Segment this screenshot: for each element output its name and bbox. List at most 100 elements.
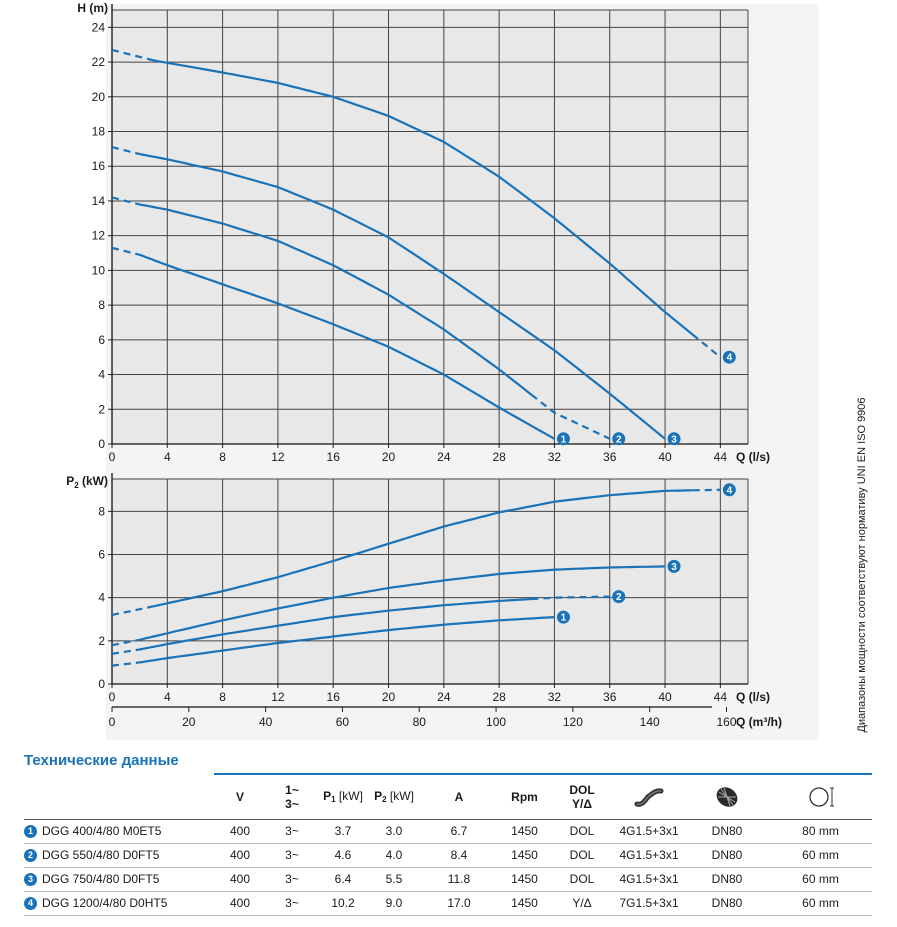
- x-tick-label: 0: [109, 450, 116, 464]
- header-cable: [613, 773, 685, 820]
- passage-cell: 60 mm: [769, 867, 872, 892]
- y-tick-label: 2: [98, 402, 105, 416]
- x-tick-label: 8: [219, 450, 226, 464]
- x-axis-title: Q (l/s): [736, 690, 770, 704]
- y-tick-label: 4: [98, 591, 105, 605]
- x-tick-label: 44: [714, 450, 728, 464]
- phase-cell: 3~: [266, 843, 318, 868]
- x-tick-label: 36: [603, 450, 617, 464]
- curve-2-solid: [139, 203, 533, 396]
- x-tick-label: 44: [714, 690, 728, 704]
- model-name: DGG 550/4/80 D0FT5: [42, 847, 160, 862]
- curve-3-dashed: [111, 638, 140, 647]
- x-tick-label: 24: [437, 450, 451, 464]
- x2-tick-label: 40: [259, 715, 273, 729]
- header-model: [24, 774, 214, 820]
- charts: 0 4 8 12 16 20 24 28 32 36 40 440246810121416182022…: [66, 1, 819, 740]
- curve-2-dashed: [531, 595, 610, 601]
- table-title: Технические данные: [24, 752, 179, 769]
- rpm-cell: 1450: [498, 843, 551, 868]
- y-tick-label: 8: [98, 298, 105, 312]
- curve-3-marker-label: 3: [671, 434, 677, 445]
- curve-1-solid: [139, 253, 555, 440]
- y-tick-label: 8: [98, 504, 105, 518]
- curve-1-marker: [556, 432, 570, 446]
- x-tick-label: 40: [658, 690, 672, 704]
- header-start-top: DOL: [569, 782, 595, 797]
- spec-table: V 1~ 3~ P1 [kW] P2 [kW] A Rpm DOL Y/Δ: [24, 773, 872, 916]
- header-p2-unit: [kW]: [389, 789, 414, 804]
- p1-cell: 3.7: [318, 819, 368, 844]
- model-cell: 2 DGG 550/4/80 D0FT5: [24, 843, 214, 868]
- header-rpm: Rpm: [498, 773, 551, 820]
- header-p1-label: P: [323, 789, 332, 804]
- curve-3-solid: [139, 565, 666, 641]
- rpm-cell: 1450: [498, 867, 551, 892]
- header-start-bottom: Y/Δ: [572, 796, 592, 811]
- curve-1-marker-label: 1: [561, 613, 567, 624]
- start-cell: Y/Δ: [551, 891, 613, 916]
- curve-4-marker-label: 4: [727, 353, 733, 364]
- header-passage: [769, 773, 872, 820]
- table-header-row: V 1~ 3~ P1 [kW] P2 [kW] A Rpm DOL Y/Δ: [24, 773, 872, 820]
- x-tick-label: 0: [109, 690, 116, 704]
- cable-cell: 4G1.5+3x1: [613, 867, 685, 892]
- passage-icon: [808, 787, 834, 807]
- x2-tick-label: 160: [716, 715, 736, 729]
- curve-1-dashed: [111, 246, 140, 256]
- cable-cell: 4G1.5+3x1: [613, 819, 685, 844]
- curve-2-dashed: [111, 648, 140, 655]
- curve-2-marker: [612, 432, 626, 446]
- header-current: A: [420, 773, 498, 820]
- y-tick-label: 6: [98, 548, 105, 562]
- start-cell: DOL: [551, 819, 613, 844]
- table-row: 2 DGG 550/4/80 D0FT5 400 3~ 4.6 4.0 8.4 1…: [24, 843, 872, 868]
- model-name: DGG 750/4/80 D0FT5: [42, 871, 160, 886]
- curve-4-solid: [153, 489, 693, 608]
- curve-3-marker: [667, 559, 681, 573]
- x-tick-label: 12: [271, 450, 285, 464]
- passage-cell: 60 mm: [769, 891, 872, 916]
- curve-2-dashed: [530, 393, 611, 440]
- model-cell: 3 DGG 750/4/80 D0FT5: [24, 867, 214, 892]
- curve-3-marker: [667, 432, 681, 446]
- x-tick-label: 32: [548, 450, 562, 464]
- table-row: 4 DGG 1200/4/80 D0HT5 400 3~ 10.2 9.0 17.…: [24, 891, 872, 916]
- cable-icon: [634, 788, 664, 807]
- curve-1-marker-label: 1: [561, 434, 567, 445]
- rpm-cell: 1450: [498, 891, 551, 916]
- p2-cell: 9.0: [368, 891, 420, 916]
- x-tick-label: 16: [327, 690, 341, 704]
- plot-area: [112, 10, 748, 444]
- x-axis-title: Q (l/s): [736, 450, 770, 464]
- x-tick-label: 32: [548, 690, 562, 704]
- curve-4-solid: [153, 59, 694, 336]
- curve-4-dashed: [692, 488, 721, 492]
- x2-tick-label: 60: [336, 715, 350, 729]
- y-tick-label: 0: [98, 437, 105, 451]
- impeller-icon: [716, 787, 738, 807]
- curve-4-dashed: [691, 333, 722, 359]
- p2-cell: 5.5: [368, 867, 420, 892]
- model-name: DGG 1200/4/80 D0HT5: [42, 895, 168, 910]
- phase-cell: 3~: [266, 867, 318, 892]
- outlet-cell: DN80: [685, 891, 769, 916]
- model-cell: 1 DGG 400/4/80 M0ET5: [24, 819, 214, 844]
- curve-1-dashed: [111, 661, 140, 667]
- header-phase-top: 1~: [285, 782, 299, 797]
- curve-4-marker-label: 4: [727, 485, 733, 496]
- current-cell: 17.0: [420, 891, 498, 916]
- iso-note: Диапазоны мощности соответствуют нормати…: [856, 397, 868, 733]
- phase-cell: 3~: [266, 891, 318, 916]
- header-p1-unit: [kW]: [338, 789, 363, 804]
- x-tick-label: 24: [437, 690, 451, 704]
- x2-tick-label: 100: [486, 715, 506, 729]
- x2-tick-label: 20: [182, 715, 196, 729]
- p2-cell: 4.0: [368, 843, 420, 868]
- y-tick-label: 12: [92, 229, 106, 243]
- voltage-cell: 400: [214, 819, 266, 844]
- curve-number-badge: 1: [24, 825, 37, 839]
- curve-2-marker: [612, 590, 626, 604]
- curve-3-solid: [139, 153, 666, 440]
- table-row: 1 DGG 400/4/80 M0ET5 400 3~ 3.7 3.0 6.7 1…: [24, 819, 872, 844]
